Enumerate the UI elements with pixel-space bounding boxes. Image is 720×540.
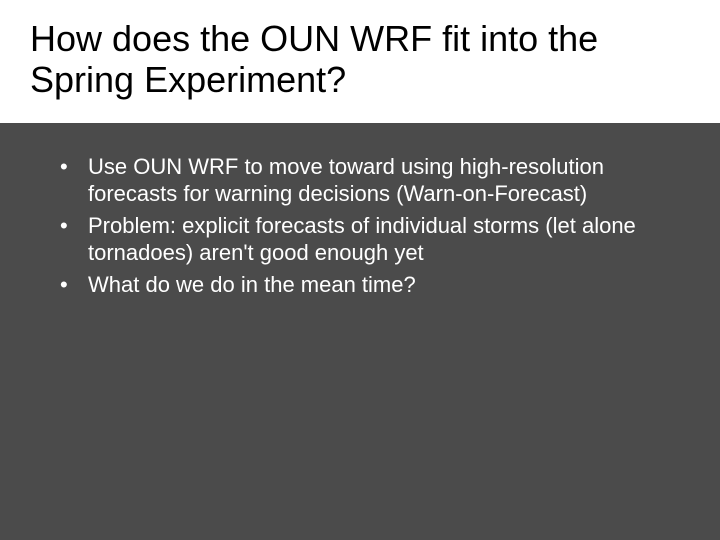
slide-title: How does the OUN WRF fit into the Spring… [30, 18, 690, 101]
bullet-list: Use OUN WRF to move toward using high-re… [60, 153, 680, 299]
list-item: What do we do in the mean time? [60, 271, 680, 299]
list-item: Use OUN WRF to move toward using high-re… [60, 153, 680, 208]
body-area: Use OUN WRF to move toward using high-re… [0, 123, 720, 540]
title-area: How does the OUN WRF fit into the Spring… [0, 0, 720, 123]
slide: How does the OUN WRF fit into the Spring… [0, 0, 720, 540]
list-item: Problem: explicit forecasts of individua… [60, 212, 680, 267]
